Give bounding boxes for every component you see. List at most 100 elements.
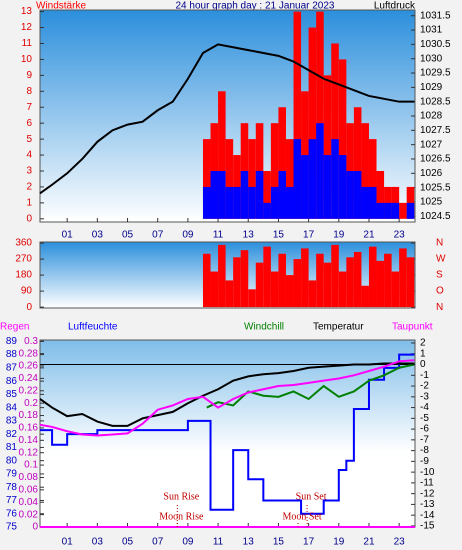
x-tick-label: 23 — [394, 230, 406, 241]
x-tick-label: 11 — [213, 537, 224, 548]
x-tick-label: 17 — [303, 230, 315, 241]
x-tick-label: 17 — [303, 537, 315, 548]
y2-tick-label: 1025.5 — [420, 182, 451, 193]
annotation: Sun Set — [296, 491, 327, 502]
y-tick-label: 79 — [6, 469, 18, 480]
bar — [218, 91, 226, 219]
y3-tick-label: 0.16 — [19, 423, 39, 434]
y3-tick-label: 0.18 — [19, 410, 39, 421]
x-tick-label: 09 — [182, 230, 194, 241]
bar — [293, 139, 302, 219]
y-tick-label: 75 — [6, 522, 18, 533]
x-tick-label: 21 — [363, 230, 375, 241]
y2-tick-label: 1029 — [420, 82, 443, 93]
legend-label: Windstärke — [36, 1, 86, 12]
y2-tick-label: -9 — [420, 456, 429, 467]
bar — [233, 257, 241, 308]
y2-tick-label: 1030.5 — [420, 39, 451, 50]
line — [40, 353, 415, 515]
y-tick-label: 87 — [6, 362, 18, 373]
bar — [338, 155, 347, 219]
bar — [331, 43, 339, 219]
bar — [399, 202, 407, 219]
bar — [293, 11, 302, 219]
x-tick-label: 21 — [363, 537, 375, 548]
bar — [368, 186, 377, 219]
x-tick-label: 19 — [333, 537, 345, 548]
y2-tick-label: 1 — [420, 348, 426, 359]
y2-tick-label: -8 — [420, 445, 429, 456]
y2-tick-label: 1028.5 — [420, 96, 451, 107]
bar — [406, 202, 415, 219]
x-tick-label: 01 — [62, 537, 74, 548]
bar — [346, 170, 354, 219]
y2-tick-label: O — [436, 286, 444, 297]
bar — [225, 186, 234, 219]
bar — [301, 248, 309, 308]
bar — [248, 289, 256, 308]
bar — [202, 186, 211, 219]
y2-tick-label: 1027 — [420, 139, 443, 150]
bar — [202, 253, 211, 308]
bar — [263, 170, 271, 219]
x-tick-label: 19 — [333, 230, 345, 241]
y2-tick-label: 1031 — [420, 25, 443, 36]
bar — [301, 155, 309, 219]
y-tick-label: 270 — [15, 254, 32, 265]
y-tick-label: 5 — [26, 134, 32, 145]
bar — [376, 202, 385, 219]
x-tick-label: 09 — [182, 537, 194, 548]
y-tick-label: 4 — [26, 150, 32, 161]
y-tick-label: 0 — [26, 213, 32, 224]
bar — [323, 262, 332, 308]
y3-tick-label: 0.26 — [19, 361, 39, 372]
y-tick-label: 85 — [6, 389, 18, 400]
y2-tick-label: -6 — [420, 424, 429, 435]
bar — [361, 186, 369, 219]
y2-tick-label: 2 — [420, 338, 426, 349]
bar — [316, 11, 324, 219]
y2-tick-label: -7 — [420, 434, 429, 445]
bar — [278, 253, 286, 308]
plot-area — [39, 339, 416, 528]
y-tick-label: 80 — [6, 455, 18, 466]
bar — [353, 170, 362, 219]
y-tick-label: 8 — [26, 86, 32, 97]
y-tick-label: 76 — [6, 508, 18, 519]
bar — [278, 170, 286, 219]
y-tick-label: 78 — [6, 482, 18, 493]
bar — [308, 27, 317, 219]
x-tick-label: 13 — [243, 537, 255, 548]
y2-tick-label: W — [436, 254, 446, 265]
y-tick-label: 180 — [15, 270, 32, 281]
legend-label: Temperatur — [313, 322, 364, 333]
y-tick-label: 89 — [6, 336, 18, 347]
bar — [391, 271, 400, 308]
bar — [270, 271, 279, 308]
legend-label: Luftfeuchte — [68, 322, 118, 333]
y2-tick-label: -1 — [420, 370, 429, 381]
bar — [248, 139, 256, 219]
bar — [353, 107, 362, 219]
y3-tick-label: 0.06 — [19, 484, 39, 495]
y-tick-label: 90 — [21, 286, 33, 297]
bar — [391, 202, 400, 219]
y3-tick-label: 0.28 — [19, 348, 39, 359]
bar — [316, 123, 324, 219]
bar — [316, 253, 324, 308]
y2-tick-label: 0 — [420, 359, 426, 370]
line — [39, 359, 415, 437]
y-tick-label: 77 — [6, 495, 18, 506]
y2-tick-label: S — [436, 270, 443, 281]
x-tick-label: 11 — [213, 230, 224, 241]
y-tick-label: 86 — [6, 376, 18, 387]
y-tick-label: 81 — [6, 442, 18, 453]
bar — [338, 59, 347, 219]
line — [39, 362, 415, 427]
bar — [361, 123, 369, 219]
y-tick-label: 10 — [21, 54, 33, 65]
bar — [225, 280, 234, 308]
bar — [263, 202, 271, 219]
bar — [285, 275, 294, 308]
bar — [293, 259, 302, 308]
